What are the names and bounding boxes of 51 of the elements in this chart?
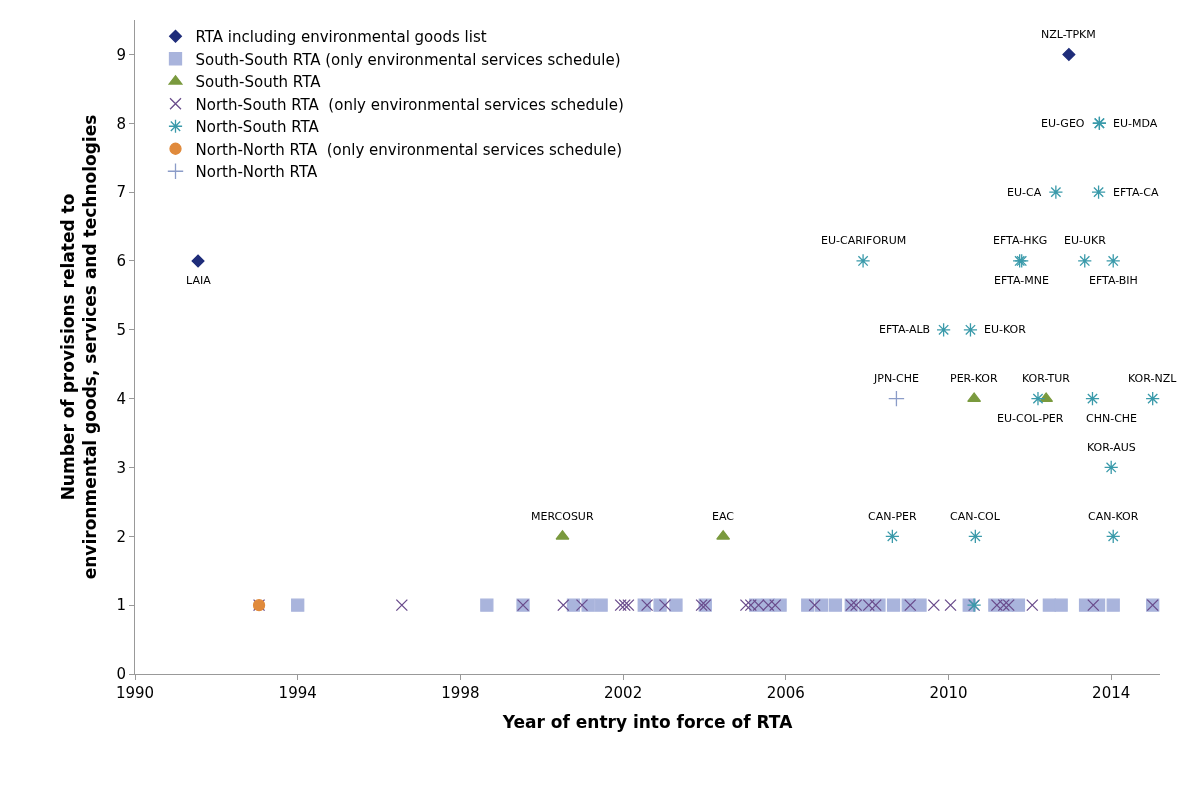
annotation: EFTA-ALB [879,323,931,336]
legend-label: RTA including environmental goods list [195,28,487,47]
y-tick-label: 4 [116,389,126,408]
y-tick-label: 2 [116,527,126,546]
legend-label: South-South RTA (only environmental services schedule) [195,50,621,69]
annotation: KOR-TUR [1022,372,1071,385]
annotation: CAN-PER [868,510,917,523]
annotation: JPN-CHE [873,372,920,385]
legend-label: South-South RTA [195,73,322,92]
annotation: KOR-AUS [1087,441,1136,454]
y-tick-label: 5 [116,321,126,340]
annotation: EU-GEO [1041,117,1085,130]
annotation: EU-COL-PER [997,412,1064,425]
annotation: EU-CARIFORUM [821,234,907,247]
annotation: KOR-NZL [1128,372,1178,385]
y-tick-label: 6 [116,252,126,271]
annotation: EFTA-HKG [993,234,1048,247]
y-tick-label: 7 [116,183,126,202]
annotation: EFTA-CA [1113,186,1159,199]
legend-label: North-South RTA [195,118,320,137]
annotation: MERCOSUR [531,510,594,523]
annotation: PER-KOR [950,372,999,385]
y-tick-label: 9 [116,45,126,64]
legend-label: North-South RTA (only environmental services schedule) [195,95,624,114]
annotation: CAN-COL [950,510,1001,523]
x-tick-label: 2002 [604,684,643,702]
x-tick-label: 1990 [115,684,155,702]
y-tick-label: 0 [116,665,126,684]
annotation: NZL-TPKM [1041,28,1096,41]
y-tick-label: 1 [116,596,126,615]
y-tick-label: 3 [116,458,126,477]
x-tick-label: 2014 [1092,684,1131,702]
y-axis-title: Number of provisions related to environmental goods, services and technologies [57,114,100,580]
annotation: EFTA-BIH [1089,274,1138,287]
annotation: EU-KOR [984,323,1027,336]
legend-label: North-North RTA [195,163,318,182]
annotation: LAIA [186,274,212,287]
x-axis-title: Year of entry into force of RTA [501,712,794,733]
annotation: EU-MDA [1113,117,1158,130]
annotation: EU-UKR [1064,234,1107,247]
y-tick-label: 8 [116,114,126,133]
legend-label: North-North RTA (only environmental services schedule) [195,140,623,159]
annotation: EFTA-MNE [994,274,1049,287]
annotation: EAC [712,510,735,523]
x-tick-label: 1998 [441,684,480,702]
annotation: CHN-CHE [1086,412,1138,425]
x-tick-label: 2010 [929,684,968,702]
annotation: CAN-KOR [1088,510,1139,523]
x-tick-label: 2006 [766,684,805,702]
x-tick-label: 1994 [278,684,317,702]
annotation: EU-CA [1007,186,1042,199]
